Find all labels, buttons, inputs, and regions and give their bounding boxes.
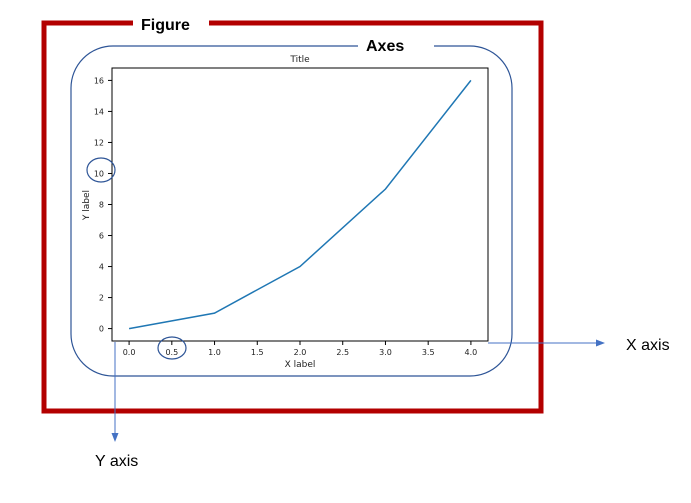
- x-tick-label: 3.0: [379, 348, 392, 357]
- axes-label: Axes: [366, 38, 404, 55]
- y-tick-label: 0: [99, 325, 104, 334]
- figure-label: Figure: [141, 17, 190, 34]
- x-tick-label: 0.5: [165, 348, 178, 357]
- series-line: [128, 79, 472, 330]
- axes-frame: [70, 45, 513, 377]
- x-tick-label: 4.0: [465, 348, 478, 357]
- y-tick-label: 4: [99, 263, 104, 272]
- y-ticks: 0 2 4 6 8 10 12 14 16: [94, 76, 112, 334]
- y-tick-label: 6: [99, 232, 104, 241]
- x-tick-label: 2.0: [294, 348, 307, 357]
- plot-area: [111, 67, 489, 342]
- x-tick-label: 3.5: [422, 348, 435, 357]
- y-tick-label: 2: [99, 294, 104, 303]
- axes-label-background: [358, 36, 434, 56]
- y-tick-highlight-circle: [86, 157, 116, 183]
- y-tick-label: 10: [94, 169, 104, 178]
- x-tick-label: 1.0: [208, 348, 221, 357]
- y-tick-label: 8: [99, 201, 104, 210]
- chart-title: Title: [289, 55, 310, 65]
- x-tick-label: 2.5: [336, 348, 349, 357]
- y-axis-title: Y label: [82, 190, 92, 221]
- y-axis-label: Y axis: [95, 453, 138, 470]
- y-tick-label: 16: [94, 76, 104, 85]
- figure-label-background: [133, 10, 209, 36]
- x-axis-arrowhead: [596, 339, 605, 347]
- x-tick-label: 0.0: [123, 348, 136, 357]
- y-tick-label: 14: [94, 107, 104, 116]
- x-axis-title: X label: [285, 360, 316, 370]
- y-axis-arrowhead: [111, 433, 119, 442]
- y-tick-label: 12: [94, 138, 104, 147]
- figure-frame: [41, 20, 544, 414]
- x-ticks: 0.0 0.5 1.0 1.5 2.0 2.5 3.0 3.5 4.0: [123, 341, 478, 357]
- x-axis-label: X axis: [626, 337, 670, 354]
- x-tick-highlight-circle: [157, 336, 187, 360]
- x-tick-label: 1.5: [251, 348, 264, 357]
